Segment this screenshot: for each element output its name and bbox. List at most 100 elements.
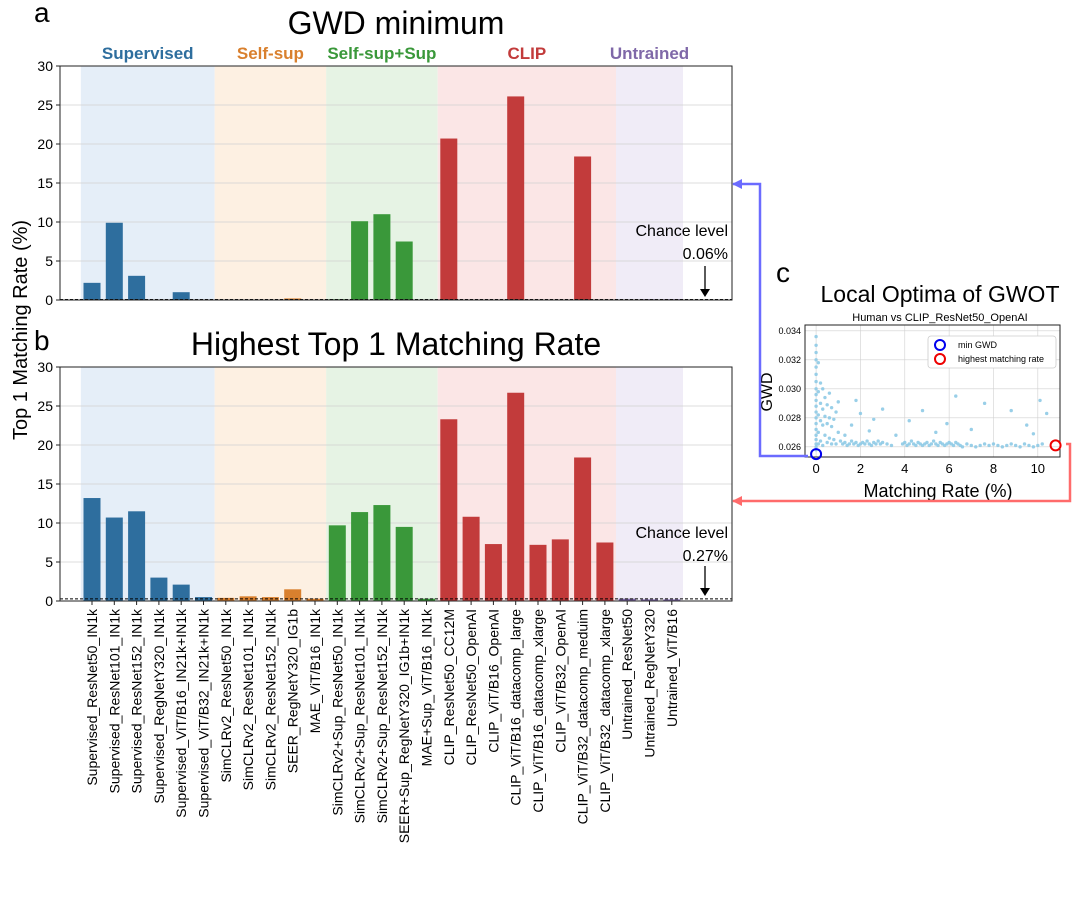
scatter-point [816, 361, 821, 365]
scatter-point [814, 387, 818, 391]
scatter-point [814, 433, 818, 437]
scatter-point [838, 439, 843, 443]
scatter-point [1005, 443, 1009, 448]
scatter-point [814, 416, 818, 420]
bar-Untrained_ResNet50 [618, 598, 636, 601]
scatter-point [814, 358, 818, 362]
scatter-point [818, 381, 823, 385]
bar-SEER+Sup_RegNetY320_IG1b+IN1k [395, 526, 413, 601]
scatter-point [849, 439, 854, 443]
bar-CLIP_ResNet50_OpenAI [462, 516, 480, 601]
y-tick-label: 0.030 [778, 384, 801, 394]
scatter-point [874, 442, 878, 446]
panel-c-x-label: Matching Rate (%) [863, 481, 1012, 501]
scatter-point [836, 430, 840, 435]
scatter-point [920, 408, 925, 413]
bar-Supervised_ResNet50_IN1k [83, 282, 101, 300]
group-label-supervised: Supervised [102, 44, 194, 63]
scatter-point [978, 443, 982, 448]
scatter-point [885, 442, 889, 446]
x-tick-label: CLIP_ViT/B16_OpenAI [485, 609, 501, 753]
scatter-point [843, 440, 847, 445]
scatter-point [954, 394, 958, 398]
panel-a-y-ticks: 0 5 10 15 20 25 30 [37, 58, 60, 308]
panel-a-chance-label: Chance level [636, 223, 729, 240]
arrow-to-panel-b [732, 442, 1072, 506]
x-tick-label: Untrained_RegNetY320 [642, 609, 658, 758]
panel-c-legend-box [927, 335, 1057, 369]
x-tick-label: 8 [990, 461, 997, 476]
scatter-point [936, 443, 940, 448]
x-tick-label: Untrained_ResNet50 [619, 609, 635, 740]
bar-SimCLRv2+Sup_ResNet152_IN1k [373, 505, 391, 601]
scatter-point [823, 414, 827, 419]
x-tick-label: Supervised_ResNet50_IN1k [84, 608, 100, 786]
x-tick-label: SimCLRv2_ResNet152_IN1k [262, 608, 278, 790]
scatter-point [907, 419, 911, 423]
x-tick-label: 4 [901, 461, 908, 476]
scatter-point [821, 443, 825, 448]
scatter-point [816, 430, 821, 435]
scatter-point [1044, 411, 1049, 416]
x-tick-label: SEER+Sup_RegNetY320_IG1b+IN1k [396, 608, 412, 843]
scatter-point [965, 442, 969, 446]
panel-b-title: Highest Top 1 Matching Rate [191, 326, 601, 362]
scatter-point [823, 433, 827, 437]
x-tick-label: CLIP_ViT/B32_OpenAI [552, 609, 568, 753]
panel-b-chance-label: Chance level [636, 525, 729, 542]
panel-c-min-gwd-marker [810, 448, 823, 461]
scatter-point [814, 398, 818, 403]
scatter-point [969, 427, 974, 432]
group-label-untrained: Untrained [610, 44, 689, 63]
x-tick-label: Untrained_ViT/B16 [664, 609, 680, 727]
arrow-to-panel-a [732, 179, 808, 458]
x-tick-label: Supervised_ResNet101_IN1k [106, 608, 122, 793]
scatter-point [867, 429, 872, 433]
scatter-point [982, 442, 987, 446]
bar-SEER_RegNetY320_IG1b [284, 589, 302, 601]
scatter-point [832, 437, 836, 442]
bar-Untrained_ViT/B16 [663, 599, 681, 601]
scatter-point [827, 436, 832, 440]
scatter-point [974, 445, 978, 449]
x-tick-label: SimCLRv2_ResNet50_IN1k [218, 608, 234, 783]
bar-Untrained_RegNetY320 [641, 599, 658, 601]
scatter-point [1022, 442, 1027, 446]
scatter-point [931, 439, 936, 443]
scatter-point [996, 443, 1000, 448]
scatter-point [894, 433, 898, 437]
scatter-point [847, 442, 852, 446]
legend-highest-rate-label: highest matching rate [958, 354, 1044, 364]
x-tick-label: Supervised_ViT/B32_IN21k+IN1k [196, 608, 212, 818]
x-tick-label: 6 [946, 461, 953, 476]
scatter-point [843, 433, 847, 437]
scatter-point [814, 410, 818, 414]
scatter-point [951, 443, 956, 448]
scatter-point [1038, 398, 1042, 403]
scatter-point [818, 401, 823, 406]
x-tick-label: Supervised_ResNet152_IN1k [129, 608, 145, 793]
scatter-point [814, 404, 818, 408]
scatter-point [818, 419, 823, 423]
bar-SimCLRv2+Sup_ResNet152_IN1k [373, 214, 391, 300]
panel-c-title: Local Optima of GWOT [820, 281, 1059, 307]
x-tick-label: Supervised_ViT/B16_IN21k+IN1k [173, 608, 189, 818]
scatter-point [832, 417, 836, 421]
scatter-point [827, 416, 832, 420]
bar-MAE_ViT/B16_IN1k [306, 598, 324, 601]
scatter-point [836, 400, 840, 404]
scatter-point [934, 430, 938, 435]
legend-min-gwd-label: min GWD [958, 340, 997, 350]
scatter-point [880, 440, 885, 445]
y-tick-label: 20 [37, 136, 53, 152]
scatter-point [816, 390, 821, 394]
bar-CLIP_ResNet50_CC12M [440, 419, 458, 601]
scatter-point [825, 403, 829, 407]
scatter-point [903, 440, 907, 445]
scatter-point [825, 440, 829, 445]
scatter-point [816, 413, 821, 417]
panel-c-highest-rate-marker [1049, 439, 1062, 452]
bar-Supervised_ViT/B16_IN21k+IN1k [172, 292, 190, 300]
x-tick-label: CLIP_ResNet50_OpenAI [463, 609, 479, 765]
scatter-point [814, 350, 818, 355]
